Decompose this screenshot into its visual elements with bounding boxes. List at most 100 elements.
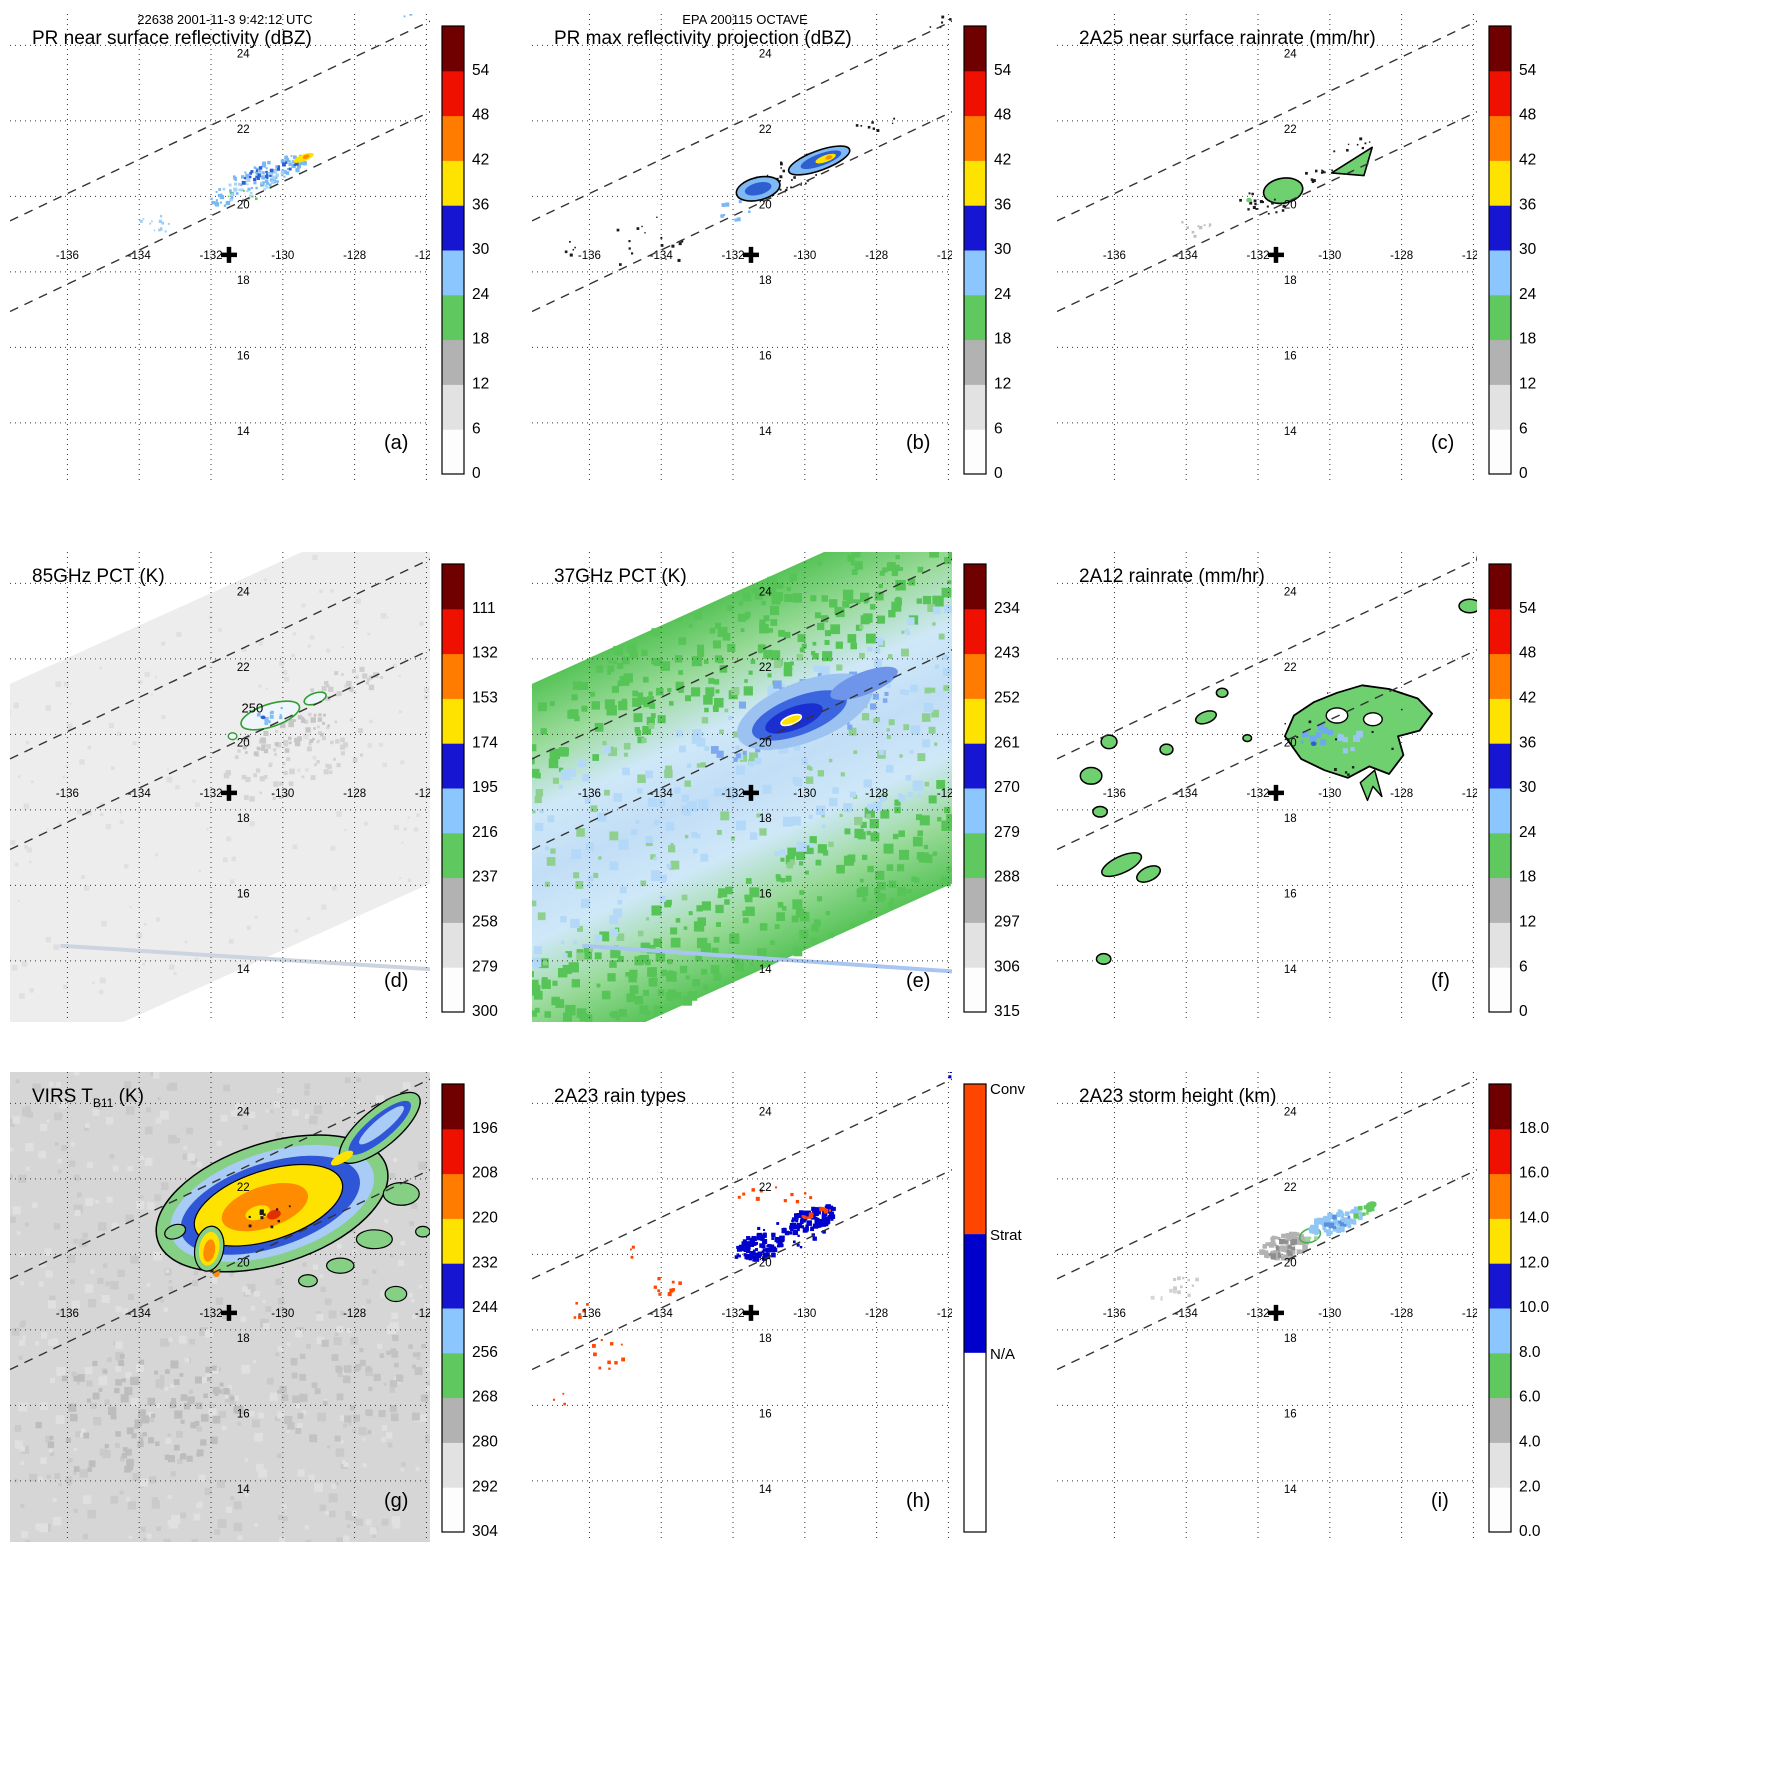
svg-text:-136: -136	[578, 250, 601, 262]
svg-text:280: 280	[472, 1433, 498, 1450]
colorbar-i: 0.0 2.0 4.0 6.0 8.0 10.0 12.0 14.0 16.0 18.0	[1488, 1083, 1550, 1540]
svg-text:208: 208	[472, 1165, 498, 1182]
svg-text:54: 54	[994, 62, 1012, 79]
svg-text:N/A: N/A	[990, 1346, 1015, 1363]
svg-text:24: 24	[237, 1106, 250, 1118]
svg-text:14: 14	[759, 1484, 772, 1496]
svg-text:297: 297	[994, 913, 1020, 930]
svg-text:0.0: 0.0	[1519, 1523, 1541, 1540]
svg-text:20: 20	[1284, 199, 1297, 211]
svg-text:-132: -132	[200, 788, 223, 800]
svg-text:18: 18	[759, 275, 772, 287]
svg-text:-136: -136	[1103, 788, 1126, 800]
svg-text:153: 153	[472, 689, 498, 706]
svg-text:232: 232	[472, 1254, 498, 1271]
svg-text:18: 18	[759, 1333, 772, 1345]
svg-text:-126: -126	[937, 788, 952, 800]
svg-text:-134: -134	[128, 788, 152, 800]
svg-text:270: 270	[994, 779, 1020, 796]
svg-text:-136: -136	[1103, 1308, 1126, 1320]
svg-text:22: 22	[759, 1182, 772, 1194]
svg-text:-130: -130	[1318, 788, 1341, 800]
panel-i: -136 -134 -132 -130 -128 -126 14 16 18 20 22 24 0.0…	[1057, 1072, 1569, 1582]
colorbar-f: 0 6 12 18 24 30 36 42 48 54	[1488, 563, 1537, 1020]
svg-text:12: 12	[1519, 375, 1536, 392]
svg-text:279: 279	[472, 958, 498, 975]
svg-text:-130: -130	[793, 788, 816, 800]
svg-text:16: 16	[237, 1408, 250, 1420]
panel-e: -136 -134 -132 -130 -128 -126 14 16 18 20 22 24 315…	[532, 552, 1044, 1062]
svg-text:-136: -136	[56, 250, 79, 262]
svg-text:-130: -130	[1318, 250, 1341, 262]
svg-text:-130: -130	[271, 1308, 294, 1320]
svg-text:292: 292	[472, 1478, 498, 1495]
panel-letter-a: (a)	[384, 432, 409, 454]
svg-text:54: 54	[472, 62, 490, 79]
svg-text:-128: -128	[343, 788, 366, 800]
svg-text:18.0: 18.0	[1519, 1120, 1550, 1137]
svg-text:258: 258	[472, 913, 498, 930]
svg-text:42: 42	[1519, 689, 1536, 706]
svg-text:16.0: 16.0	[1519, 1165, 1550, 1182]
svg-text:16: 16	[759, 1408, 772, 1420]
svg-text:18: 18	[1284, 275, 1297, 287]
panel-title-a: PR near surface reflectivity (dBZ)	[32, 28, 312, 49]
svg-text:-134: -134	[1175, 1308, 1199, 1320]
colorbar-g: 304 292 280 268 256 244 232 220 208 196	[441, 1083, 498, 1540]
svg-text:12.0: 12.0	[1519, 1254, 1550, 1271]
svg-text:42: 42	[1519, 151, 1536, 168]
svg-text:-126: -126	[1462, 788, 1477, 800]
panel-title-c: 2A25 near surface rainrate (mm/hr)	[1079, 28, 1376, 49]
svg-text:24: 24	[237, 586, 250, 598]
svg-text:18: 18	[472, 331, 489, 348]
svg-text:6: 6	[1519, 958, 1528, 975]
svg-text:-128: -128	[865, 1308, 888, 1320]
map-plot-a: -136 -134 -132 -130 -128 -126 14 16 18 20 22 24	[10, 14, 430, 484]
svg-text:-136: -136	[56, 1308, 79, 1320]
panel-letter-c: (c)	[1431, 432, 1455, 454]
svg-text:-130: -130	[793, 250, 816, 262]
svg-text:Conv: Conv	[990, 1081, 1026, 1098]
svg-text:220: 220	[472, 1209, 498, 1226]
map-plot-f: -136 -134 -132 -130 -128 -126 14 16 18 20 22 24	[1057, 552, 1477, 1022]
svg-text:14: 14	[237, 426, 250, 438]
svg-text:16: 16	[237, 888, 250, 900]
svg-text:18: 18	[1284, 813, 1297, 825]
panel-title-g: VIRS TB11 (K)	[32, 1086, 144, 1110]
svg-text:18: 18	[237, 813, 250, 825]
svg-text:-128: -128	[865, 788, 888, 800]
svg-text:-128: -128	[343, 250, 366, 262]
svg-text:20: 20	[237, 1257, 250, 1269]
svg-text:6: 6	[472, 420, 481, 437]
panel-g: -136 -134 -132 -130 -128 -126 14 16 18 20 22 24 304…	[10, 1072, 522, 1582]
svg-text:4.0: 4.0	[1519, 1433, 1541, 1450]
svg-text:-126: -126	[415, 250, 430, 262]
svg-text:-132: -132	[722, 1308, 745, 1320]
svg-text:-136: -136	[578, 788, 601, 800]
svg-text:24: 24	[472, 286, 490, 303]
svg-text:18: 18	[237, 1333, 250, 1345]
svg-text:16: 16	[237, 350, 250, 362]
panel-title-f: 2A12 rainrate (mm/hr)	[1079, 566, 1265, 587]
svg-text:20: 20	[759, 199, 772, 211]
svg-text:-132: -132	[722, 788, 745, 800]
svg-text:22: 22	[237, 662, 250, 674]
svg-text:-128: -128	[1390, 788, 1413, 800]
svg-text:-132: -132	[200, 250, 223, 262]
svg-text:6: 6	[994, 420, 1003, 437]
svg-text:16: 16	[1284, 350, 1297, 362]
svg-text:14: 14	[759, 964, 772, 976]
panel-letter-d: (d)	[384, 970, 409, 992]
svg-text:24: 24	[759, 1106, 772, 1118]
panel-title-h: 2A23 rain types	[554, 1086, 687, 1107]
svg-text:306: 306	[994, 958, 1020, 975]
svg-text:22: 22	[237, 1182, 250, 1194]
svg-text:14: 14	[237, 964, 250, 976]
svg-text:24: 24	[1519, 286, 1537, 303]
svg-text:6: 6	[1519, 420, 1528, 437]
svg-text:-130: -130	[271, 250, 294, 262]
svg-text:14.0: 14.0	[1519, 1209, 1550, 1226]
svg-text:22: 22	[759, 662, 772, 674]
svg-text:-130: -130	[1318, 1308, 1341, 1320]
colorbar-a: 0 6 12 18 24 30 36 42 48 54	[441, 25, 490, 482]
